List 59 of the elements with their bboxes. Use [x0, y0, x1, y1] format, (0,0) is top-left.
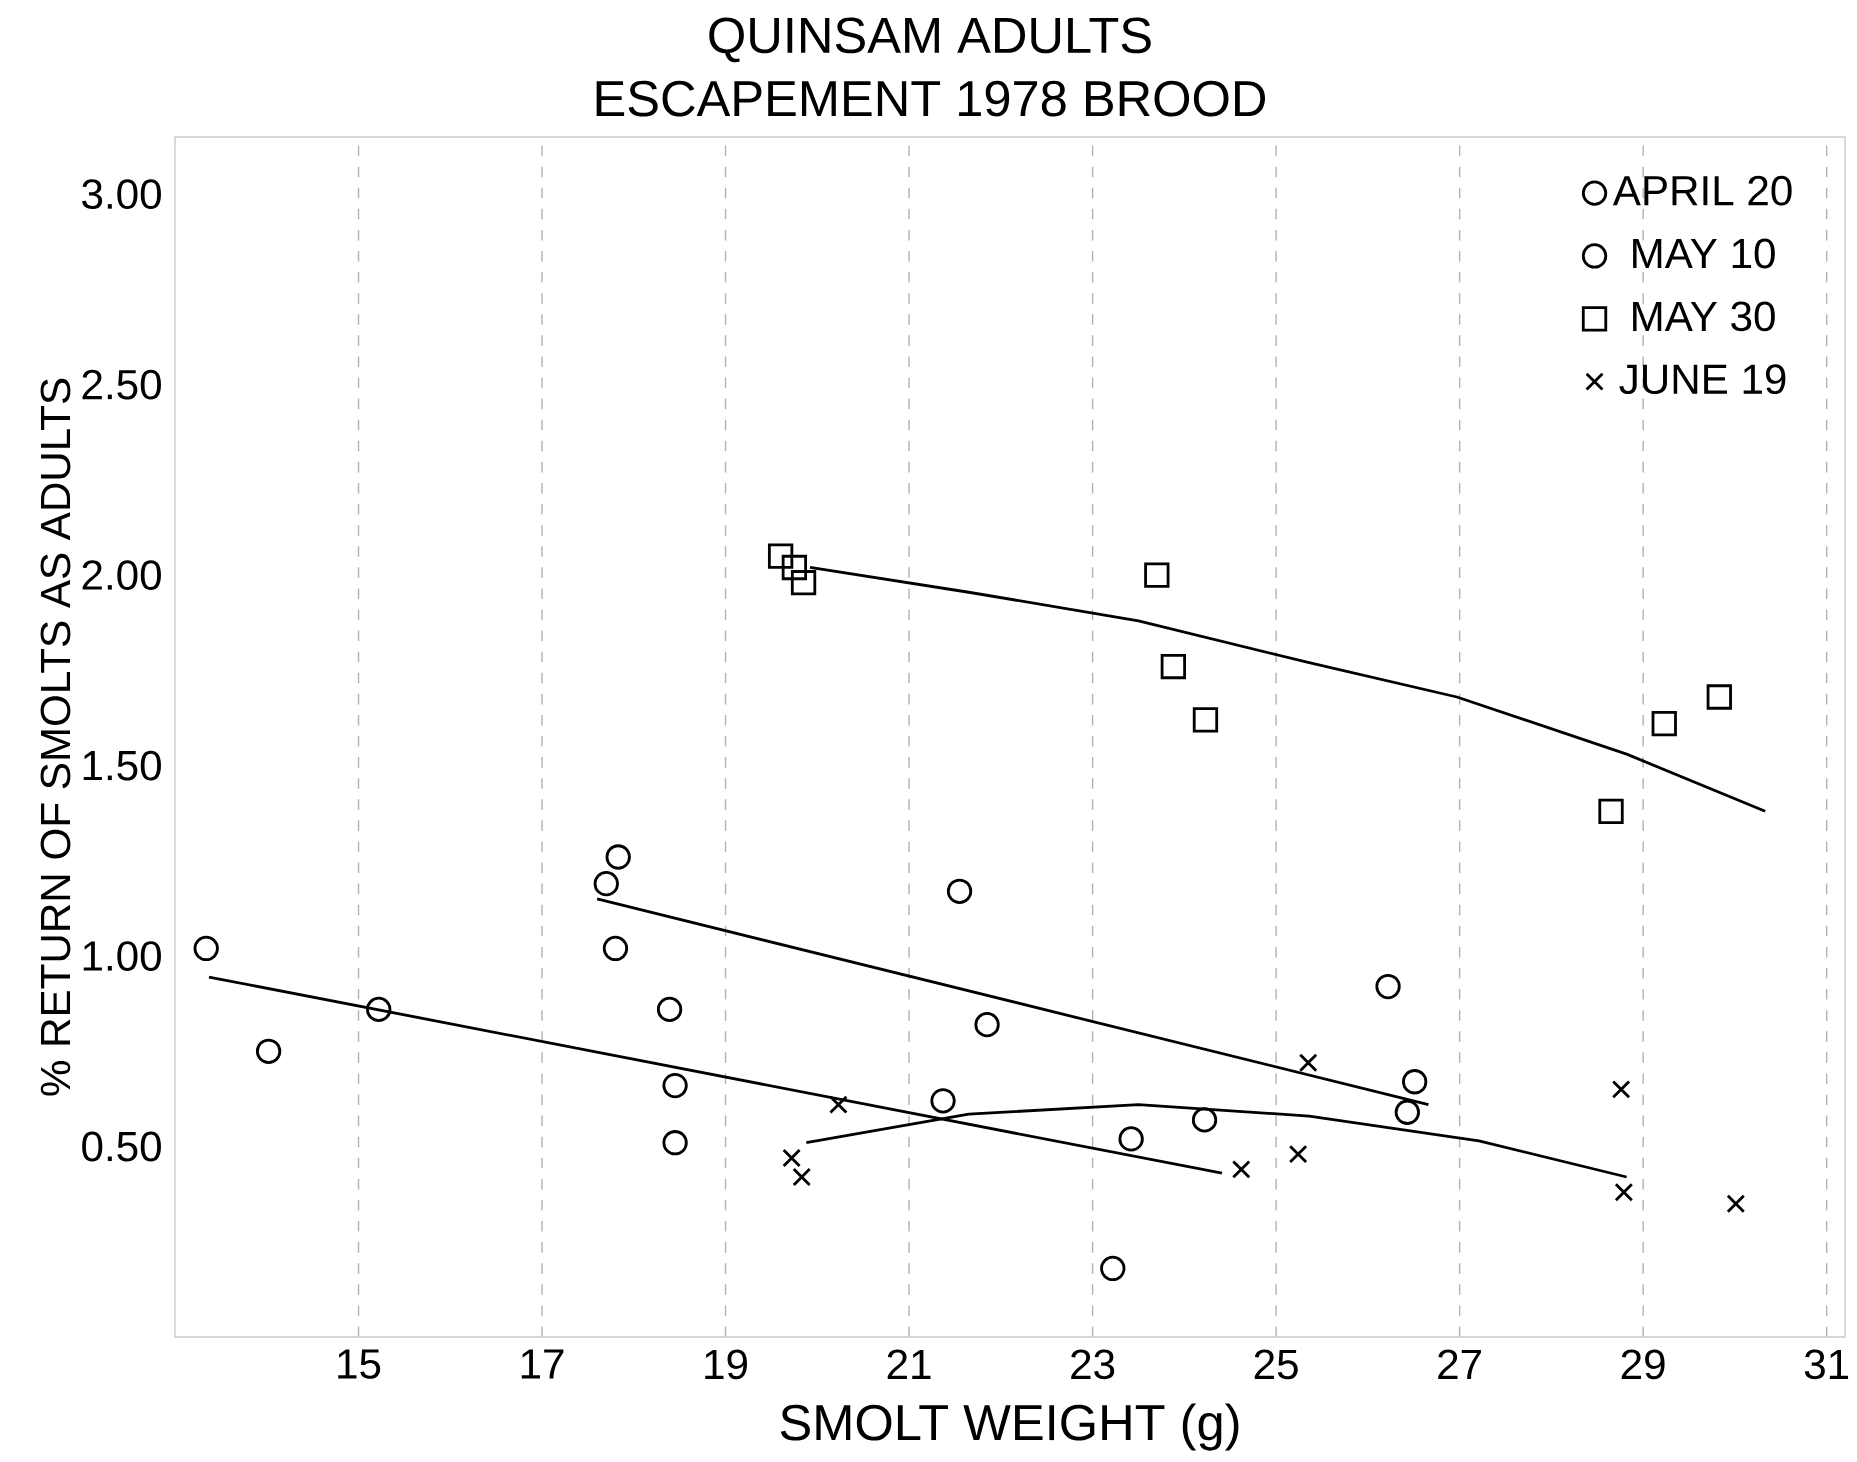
x-tick-label: 23 — [1071, 1349, 1115, 1380]
x-tick-label: 15 — [338, 1349, 381, 1379]
x-tick-label: 25 — [1254, 1349, 1298, 1380]
point — [930, 1088, 956, 1114]
point — [1288, 1144, 1308, 1164]
y-tick-label: 0.50 — [82, 1131, 161, 1162]
point — [1598, 798, 1624, 824]
x-tick-label: 29 — [1621, 1349, 1665, 1380]
y-tick-label: 1.50 — [83, 750, 161, 781]
point — [1614, 1182, 1634, 1202]
point — [1298, 1053, 1318, 1073]
point — [1100, 1255, 1126, 1282]
point — [193, 935, 219, 962]
point — [656, 996, 683, 1023]
x-tick-label: 27 — [1438, 1349, 1481, 1379]
point — [602, 935, 629, 962]
point — [605, 844, 631, 870]
point — [593, 871, 619, 897]
point — [1118, 1126, 1144, 1152]
point — [1191, 1107, 1218, 1133]
y-tick-label: 3.00 — [82, 179, 161, 210]
point — [1375, 973, 1401, 1000]
y-axis-title: % RETURN OF SMOLTS AS ADULTS — [40, 378, 71, 1096]
point — [1402, 1069, 1428, 1095]
point — [1394, 1099, 1420, 1125]
x-tick-label: 21 — [887, 1349, 931, 1379]
point — [1706, 684, 1732, 710]
point — [662, 1130, 688, 1156]
x-axis-title: SMOLT WEIGHT (g) — [780, 1403, 1239, 1451]
legend-label: MAY 30 — [1633, 301, 1775, 332]
point — [1192, 707, 1219, 733]
point — [974, 1011, 1000, 1038]
y-tick-label: 2.50 — [82, 369, 161, 400]
x-tick-label: 31 — [1804, 1349, 1849, 1380]
point — [1231, 1160, 1251, 1179]
x-tick-label: 17 — [521, 1349, 564, 1379]
point — [1611, 1080, 1631, 1099]
point — [946, 878, 973, 904]
point — [782, 1148, 801, 1168]
legend-label: JUNE 19 — [1619, 364, 1786, 395]
point — [1651, 711, 1677, 737]
y-tick-label: 2.00 — [82, 560, 161, 590]
x-tick-label: 19 — [705, 1349, 747, 1380]
point — [366, 996, 392, 1023]
point — [829, 1095, 848, 1114]
point — [662, 1072, 688, 1099]
chart-title: QUINSAM ADULTS — [709, 17, 1151, 63]
point — [1144, 562, 1170, 588]
legend-label: MAY 10 — [1633, 238, 1775, 269]
point — [255, 1038, 282, 1064]
point — [790, 570, 817, 596]
point — [1726, 1194, 1746, 1214]
point — [781, 554, 808, 581]
point — [1160, 653, 1187, 680]
chart-subtitle: ESCAPEMENT 1978 BROOD — [596, 80, 1266, 117]
point — [767, 543, 794, 569]
legend-label: APRIL 20 — [1612, 175, 1792, 206]
y-tick-label: 1.00 — [83, 941, 161, 971]
point — [792, 1167, 812, 1187]
